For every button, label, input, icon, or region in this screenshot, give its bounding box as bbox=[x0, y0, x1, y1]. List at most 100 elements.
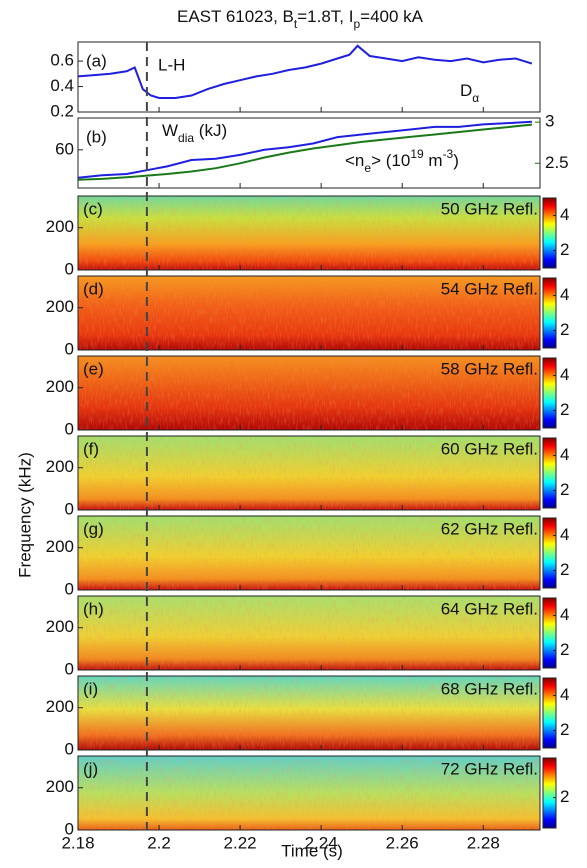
text-part: α bbox=[472, 91, 479, 105]
panel-label: (d) bbox=[83, 279, 104, 298]
spectrogram-texture bbox=[78, 516, 540, 590]
x-tick-label: 2.18 bbox=[61, 833, 94, 852]
series-label: <ne> (1019 m-3) bbox=[345, 147, 459, 175]
text-part: D bbox=[460, 81, 472, 100]
text-part: m bbox=[424, 151, 443, 170]
panel-title: 72 GHz Refl. bbox=[441, 759, 538, 778]
colorbar-tick-label: 4 bbox=[560, 205, 569, 224]
axes-box bbox=[77, 275, 541, 351]
panel-label: (e) bbox=[83, 359, 104, 378]
panel-title: 50 GHz Refl. bbox=[441, 199, 538, 218]
x-tick-label: 2.28 bbox=[467, 833, 500, 852]
colorbar bbox=[542, 357, 557, 429]
y-tick-label: 0 bbox=[65, 659, 74, 678]
panel-label: (i) bbox=[83, 679, 98, 698]
colorbar bbox=[542, 277, 557, 349]
y-tick-label: 200 bbox=[46, 297, 74, 316]
axes-box bbox=[77, 41, 541, 113]
panel-label: (j) bbox=[83, 759, 98, 778]
colorbar bbox=[542, 677, 557, 749]
y-tick-label: 0.2 bbox=[50, 101, 74, 120]
text-part: > (10 bbox=[371, 151, 410, 170]
colorbar-tick-label: 2 bbox=[560, 400, 569, 419]
text-part: (kJ) bbox=[194, 121, 227, 140]
spectrogram-texture bbox=[78, 756, 540, 830]
x-tick-label: 2.26 bbox=[386, 833, 419, 852]
text-part: t bbox=[294, 17, 298, 31]
colorbar-tick-label: 4 bbox=[560, 525, 569, 544]
x-tick-label: 2.2 bbox=[147, 833, 171, 852]
series-label: Dα bbox=[460, 81, 479, 105]
colorbar-tick-label: 4 bbox=[560, 445, 569, 464]
colorbar-tick-label: 4 bbox=[560, 605, 569, 624]
chart-title: EAST 61023, Bt=1.8T, Ip=400 kA bbox=[177, 7, 424, 31]
y-tick-label: 200 bbox=[46, 697, 74, 716]
colorbar-tick-label: 2 bbox=[560, 480, 569, 499]
y-tick-label: 200 bbox=[46, 617, 74, 636]
panel-label: (f) bbox=[83, 439, 99, 458]
panel-label: (a) bbox=[86, 51, 107, 70]
colorbar bbox=[542, 757, 557, 829]
axes-box bbox=[77, 595, 541, 671]
panel-label: (g) bbox=[83, 519, 104, 538]
colorbar bbox=[542, 197, 557, 269]
colorbar bbox=[542, 517, 557, 589]
y-tick-label: 200 bbox=[46, 217, 74, 236]
y-tick-label: 0 bbox=[65, 499, 74, 518]
y-tick-label: 0 bbox=[65, 579, 74, 598]
text-part: =1.8T, I bbox=[297, 7, 353, 26]
axes-box bbox=[77, 117, 541, 189]
text-part: ) bbox=[453, 151, 459, 170]
text-part: EAST 61023, B bbox=[177, 7, 294, 26]
colorbar-tick-label: 2 bbox=[560, 640, 569, 659]
text-part: p bbox=[353, 17, 360, 31]
axes-box bbox=[77, 195, 541, 271]
y-tick-label: 0 bbox=[65, 339, 74, 358]
axes-box bbox=[77, 515, 541, 591]
y-axis-label: Frequency (kHz) bbox=[15, 452, 34, 578]
spectrogram-texture bbox=[78, 276, 540, 350]
text-part: -3 bbox=[443, 147, 454, 161]
panel-label: (b) bbox=[86, 127, 107, 146]
spectrogram-texture bbox=[78, 676, 540, 750]
text-part: 19 bbox=[410, 147, 424, 161]
axes-box bbox=[77, 355, 541, 431]
colorbar-tick-label: 2 bbox=[560, 720, 569, 739]
colorbar bbox=[542, 437, 557, 509]
colorbar-tick-label: 4 bbox=[560, 685, 569, 704]
panel-label: (c) bbox=[83, 199, 103, 218]
x-axis-label: Time (s) bbox=[281, 841, 343, 860]
data-line bbox=[77, 123, 533, 181]
y-tick-label: 0.4 bbox=[50, 76, 74, 95]
colorbar-tick-label: 4 bbox=[560, 285, 569, 304]
axes-box bbox=[77, 755, 541, 831]
spectrogram-texture bbox=[78, 436, 540, 510]
panel-label: (h) bbox=[83, 599, 104, 618]
y-tick-label: 0 bbox=[65, 819, 74, 838]
panel-title: 62 GHz Refl. bbox=[441, 519, 538, 538]
panel-title: 60 GHz Refl. bbox=[441, 439, 538, 458]
x-tick-label: 2.22 bbox=[224, 833, 257, 852]
series-label: Wdia (kJ) bbox=[162, 121, 227, 145]
colorbar-tick-label: 4 bbox=[560, 365, 569, 384]
text-part: =400 kA bbox=[360, 7, 424, 26]
y-tick-label: 200 bbox=[46, 377, 74, 396]
y-tick-label: 0 bbox=[65, 259, 74, 278]
y-tick-label: 0 bbox=[65, 419, 74, 438]
spectrogram-texture bbox=[78, 196, 540, 270]
y-tick-label: 60 bbox=[55, 139, 74, 158]
y2-tick-label: 2.5 bbox=[545, 153, 569, 172]
colorbar-tick-label: 2 bbox=[560, 240, 569, 259]
panel-title: 68 GHz Refl. bbox=[441, 679, 538, 698]
y2-tick-label: 3 bbox=[545, 112, 554, 131]
panel-title: 54 GHz Refl. bbox=[441, 279, 538, 298]
spectrogram-texture bbox=[78, 356, 540, 430]
text-part: W bbox=[162, 121, 178, 140]
annotation: L-H bbox=[158, 55, 185, 74]
colorbar bbox=[542, 597, 557, 669]
y-tick-label: 200 bbox=[46, 457, 74, 476]
panel-title: 58 GHz Refl. bbox=[441, 359, 538, 378]
x-tick-label: 2.24 bbox=[305, 833, 338, 852]
panel-title: 64 GHz Refl. bbox=[441, 599, 538, 618]
